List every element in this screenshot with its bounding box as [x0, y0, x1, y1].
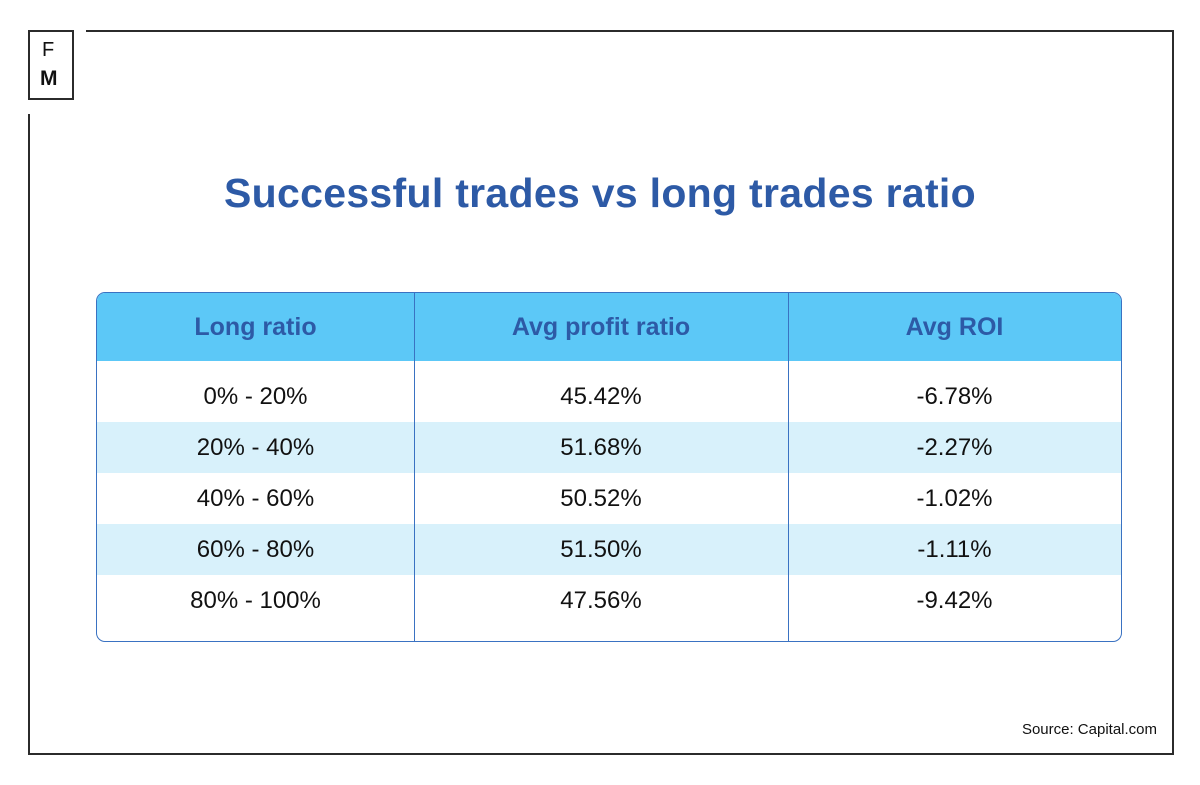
cell-long-ratio: 20% - 40%	[196, 433, 315, 461]
fm-logo: F M	[28, 30, 74, 100]
table-row: 80% - 100% 47.56% -9.42%	[97, 575, 1121, 626]
cell-avg-roi: -9.42%	[916, 586, 993, 614]
outer-frame	[28, 30, 1174, 755]
source-note: Source: Capital.com	[1021, 721, 1157, 738]
column-divider	[788, 293, 789, 641]
chart-title: Successful trades vs long trades ratio	[224, 170, 976, 216]
logo-letter-f: F	[42, 39, 55, 61]
cell-long-ratio: 80% - 100%	[190, 586, 321, 614]
table-row: 60% - 80% 51.50% -1.11%	[97, 524, 1121, 575]
cell-avg-profit-ratio: 51.68%	[560, 433, 642, 461]
table-row: 20% - 40% 51.68% -2.27%	[97, 422, 1121, 473]
column-header-avg-profit-ratio: Avg profit ratio	[511, 312, 691, 341]
table-row: 0% - 20% 45.42% -6.78%	[97, 361, 1121, 422]
data-table: Long ratio Avg profit ratio Avg ROI 0% -…	[96, 292, 1122, 642]
cell-long-ratio: 0% - 20%	[203, 382, 308, 410]
cell-avg-profit-ratio: 45.42%	[560, 382, 642, 410]
column-header-long-ratio: Long ratio	[194, 312, 317, 341]
logo-letter-m: M	[40, 67, 58, 90]
cell-avg-profit-ratio: 51.50%	[560, 535, 642, 563]
cell-avg-roi: -2.27%	[916, 433, 993, 461]
cell-avg-roi: -6.78%	[916, 382, 993, 410]
cell-avg-roi: -1.11%	[917, 535, 992, 563]
cell-long-ratio: 40% - 60%	[196, 484, 315, 512]
cell-long-ratio: 60% - 80%	[196, 535, 315, 563]
cell-avg-profit-ratio: 50.52%	[560, 484, 642, 512]
column-divider	[414, 293, 415, 641]
column-header-avg-roi: Avg ROI	[905, 312, 1004, 341]
cell-avg-roi: -1.02%	[916, 484, 993, 512]
table-header-row: Long ratio Avg profit ratio Avg ROI	[97, 293, 1121, 361]
cell-avg-profit-ratio: 47.56%	[560, 586, 642, 614]
table-row: 40% - 60% 50.52% -1.02%	[97, 473, 1121, 524]
